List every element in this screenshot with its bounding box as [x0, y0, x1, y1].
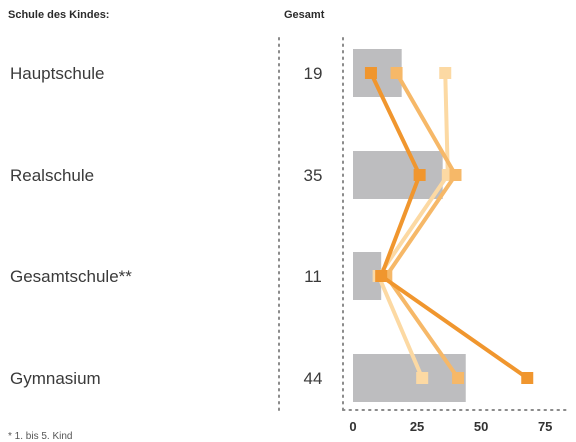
series-point — [416, 372, 429, 384]
x-tick-label: 0 — [349, 419, 356, 434]
bar — [353, 354, 466, 402]
series-point — [521, 372, 534, 384]
total-value: 35 — [304, 166, 323, 185]
series-point — [364, 67, 377, 79]
total-value: 11 — [304, 267, 322, 286]
total-value: 44 — [304, 369, 323, 388]
category-label: Realschule — [10, 166, 94, 185]
series-point — [449, 169, 462, 181]
series-line — [376, 72, 450, 379]
series-point — [452, 372, 465, 384]
x-tick-label: 25 — [410, 419, 424, 434]
dotted-guides — [278, 37, 569, 411]
series-line — [369, 72, 529, 380]
total-value: 19 — [304, 64, 323, 83]
category-label: Gesamtschule** — [10, 267, 132, 286]
category-column-header: Schule des Kindes: — [8, 9, 110, 21]
bar — [353, 151, 443, 199]
series-point — [375, 270, 388, 282]
series-point — [413, 169, 426, 181]
series-point — [390, 67, 403, 79]
row-labels: Hauptschule 19 Realschule 35 Gesamtschule** 1… — [10, 64, 322, 388]
x-tick-label: 75 — [538, 419, 552, 434]
footnote: * 1. bis 5. Kind — [8, 431, 73, 442]
series-line — [384, 71, 460, 380]
category-label: Gymnasium — [10, 369, 101, 388]
x-tick-label: 50 — [474, 419, 488, 434]
series-lines — [364, 67, 534, 384]
x-axis-ticks: 0 25 50 75 — [349, 419, 552, 434]
total-column-header: Gesamt — [284, 9, 325, 21]
series-point — [439, 67, 452, 79]
category-label: Hauptschule — [10, 64, 105, 83]
